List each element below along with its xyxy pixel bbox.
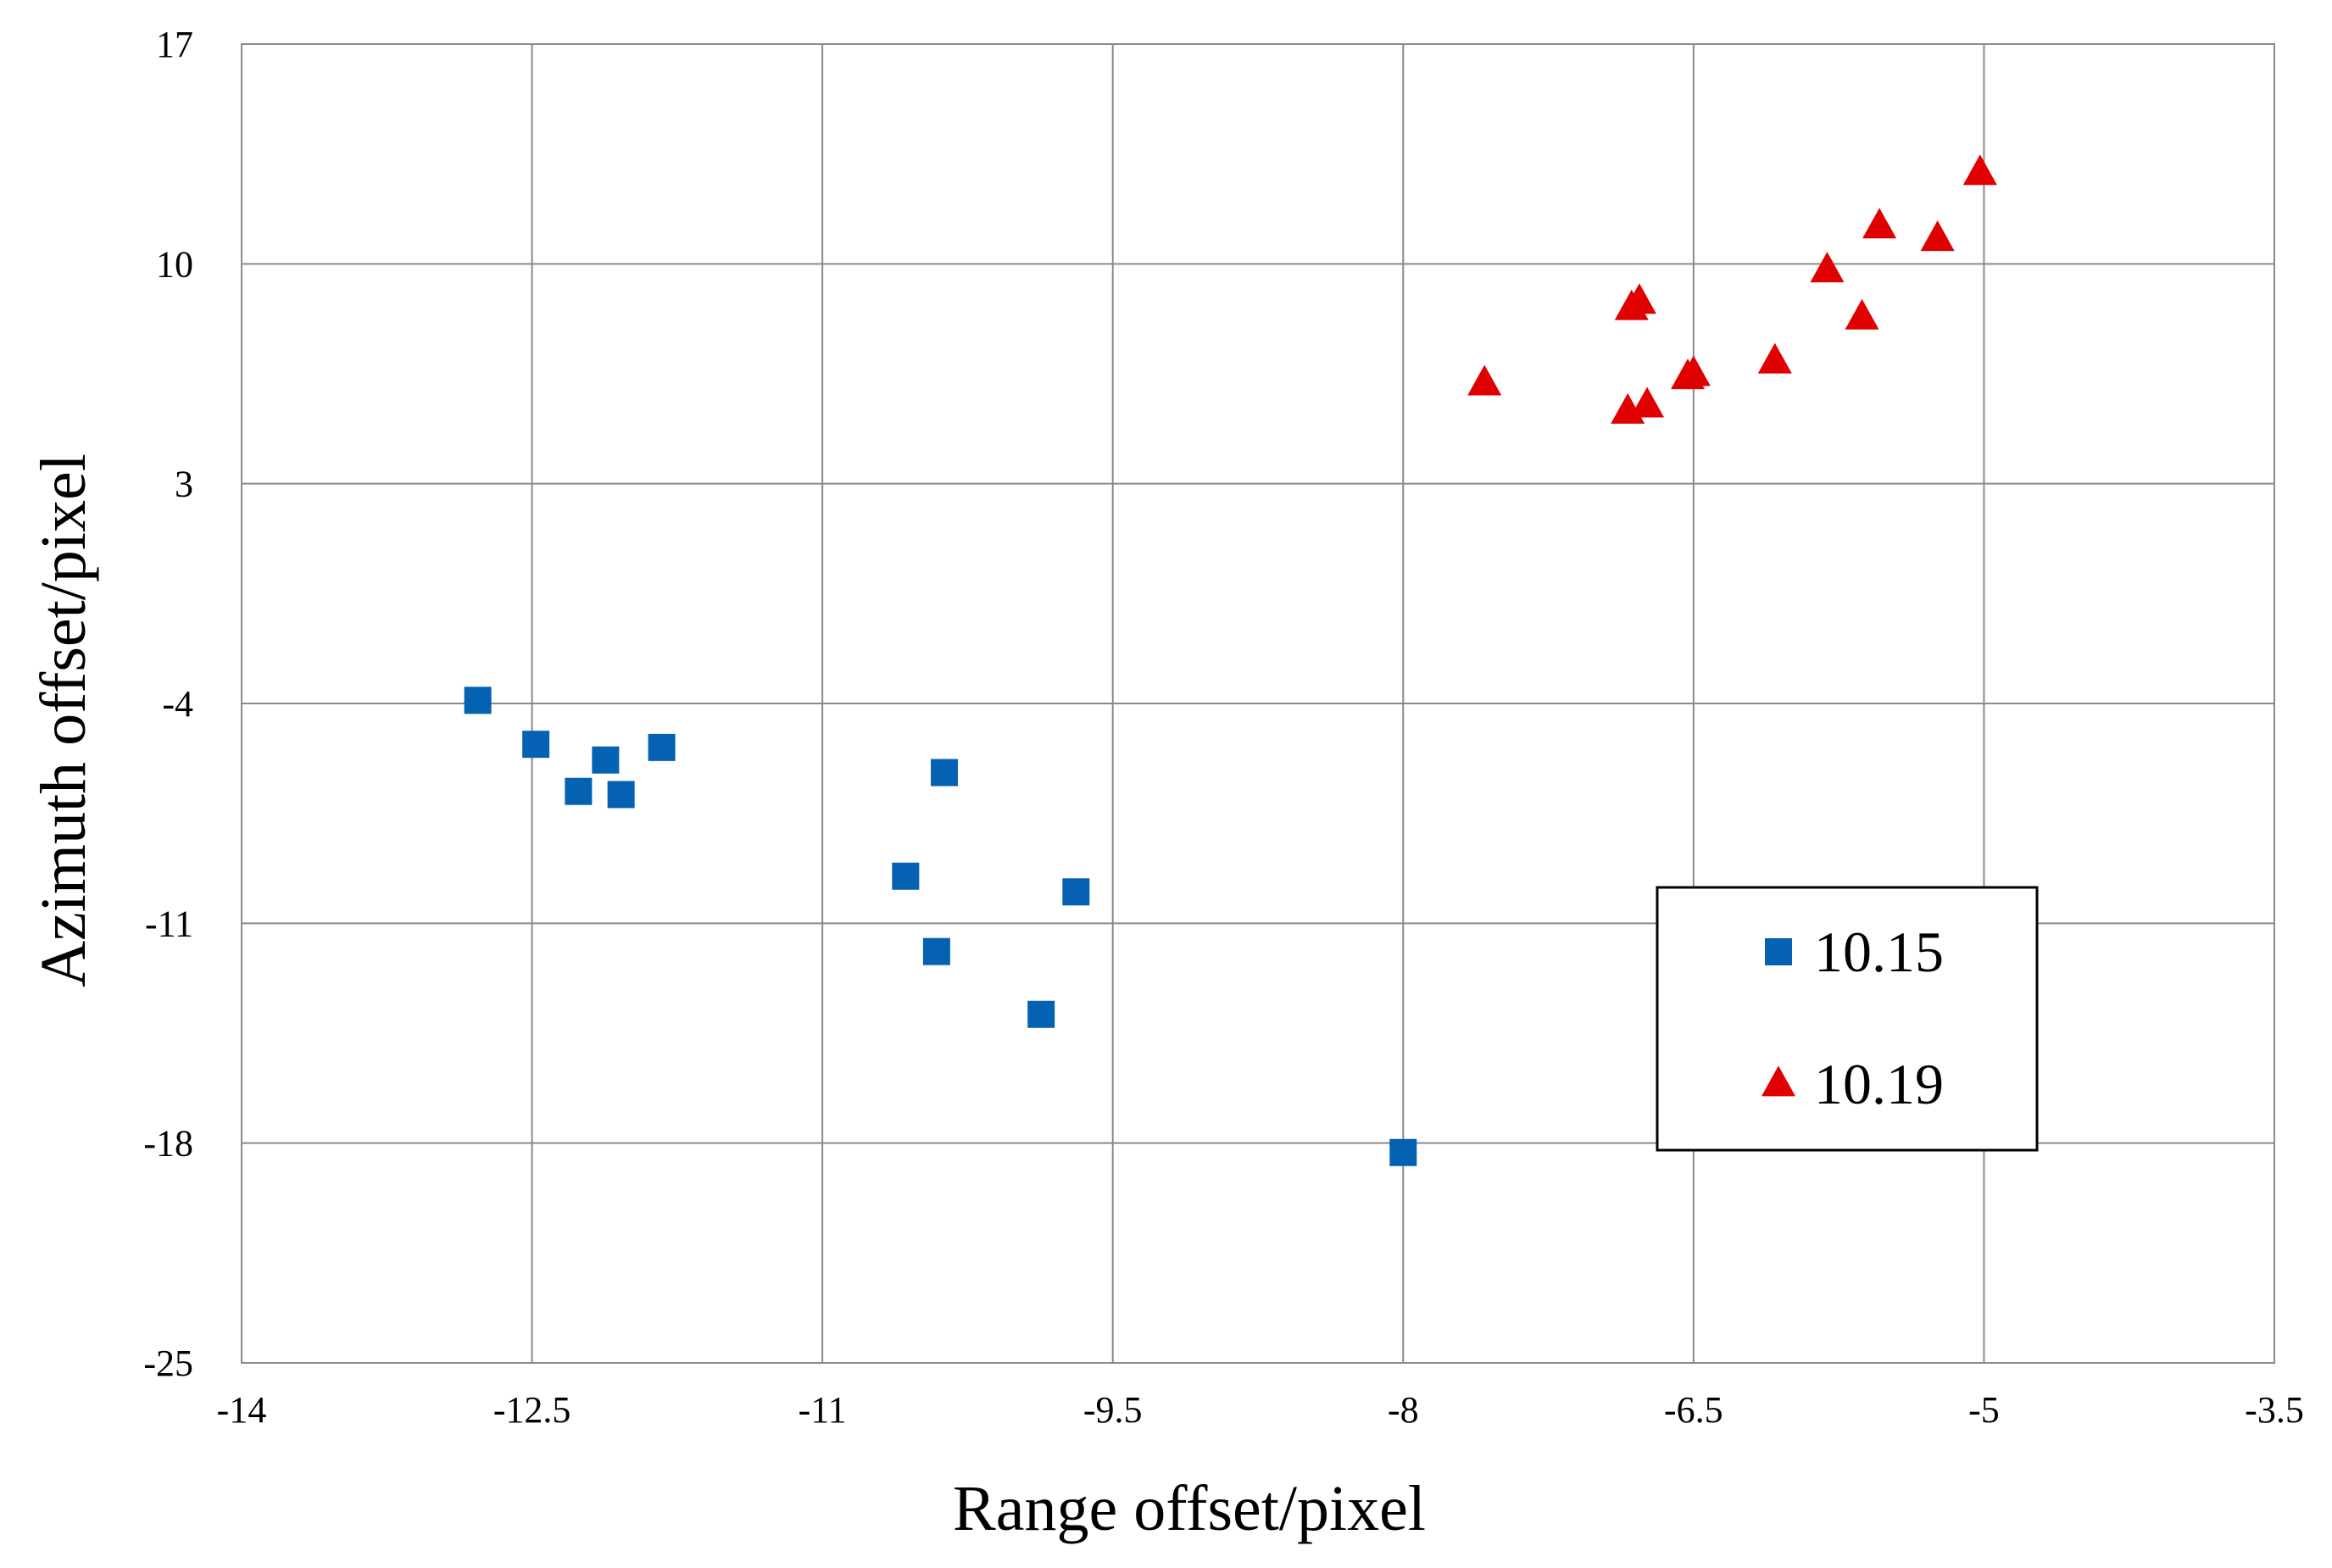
square-marker [522, 731, 550, 759]
x-tick-label: -11 [799, 1389, 847, 1431]
square-marker [931, 759, 959, 787]
y-tick-label: 17 [156, 24, 193, 65]
y-tick-label: 3 [175, 464, 193, 505]
x-axis-title: Range offset/pixel [953, 1473, 1426, 1544]
triangle-marker [1676, 355, 1711, 386]
x-tick-label: -5 [1968, 1389, 2000, 1431]
legend-triangle-marker [1762, 1065, 1795, 1097]
plot-area-frame [241, 43, 2275, 1364]
legend-square-marker [1765, 938, 1792, 965]
square-marker [565, 777, 593, 805]
y-tick-labels: -25 -18 -11 -4 3 10 17 [143, 24, 193, 1384]
data-points [464, 154, 1997, 1166]
y-tick-label: -4 [162, 683, 193, 725]
triangle-marker [1630, 386, 1665, 418]
triangle-marker [1920, 220, 1955, 252]
x-tick-label: -12.5 [493, 1389, 571, 1431]
square-marker [648, 733, 676, 761]
x-tick-label: -6.5 [1664, 1389, 1723, 1431]
y-tick-label: -11 [145, 903, 193, 944]
series-10-19 [1467, 154, 1997, 424]
series-10-15 [464, 687, 1417, 1166]
legend-square-icon [1765, 938, 1792, 965]
square-marker [1027, 1000, 1055, 1028]
square-marker [592, 746, 620, 774]
y-tick-label: -25 [143, 1343, 193, 1384]
square-marker [1389, 1138, 1417, 1166]
square-marker [892, 862, 920, 890]
triangle-marker [1862, 208, 1897, 239]
triangle-marker [1810, 252, 1845, 283]
legend-triangle-icon [1762, 1065, 1795, 1097]
y-axis-title: Azimuth offset/pixel [28, 453, 99, 987]
grid-lines [241, 43, 2275, 1364]
square-marker [607, 781, 635, 809]
x-tick-label: -14 [217, 1389, 267, 1431]
square-marker [1062, 878, 1090, 906]
legend: 10.15 10.19 [1656, 886, 2039, 1152]
y-tick-label: 10 [156, 243, 193, 285]
square-marker [922, 937, 950, 965]
triangle-marker [1757, 342, 1792, 374]
triangle-marker [1622, 283, 1656, 314]
triangle-marker [1467, 364, 1502, 396]
y-tick-label: -18 [143, 1123, 193, 1165]
triangle-marker [1962, 154, 1997, 186]
x-tick-label: -8 [1388, 1389, 1419, 1431]
triangle-marker [1845, 298, 1879, 330]
x-tick-labels: -14 -12.5 -11 -9.5 -8 -6.5 -5 -3.5 [217, 1389, 2304, 1431]
legend-label-10-15: 10.15 [1814, 920, 1944, 984]
x-tick-label: -9.5 [1083, 1389, 1143, 1431]
square-marker [464, 687, 492, 714]
legend-label-10-19: 10.19 [1814, 1052, 1944, 1116]
legend-box [1656, 886, 2039, 1152]
x-tick-label: -3.5 [2245, 1389, 2304, 1431]
